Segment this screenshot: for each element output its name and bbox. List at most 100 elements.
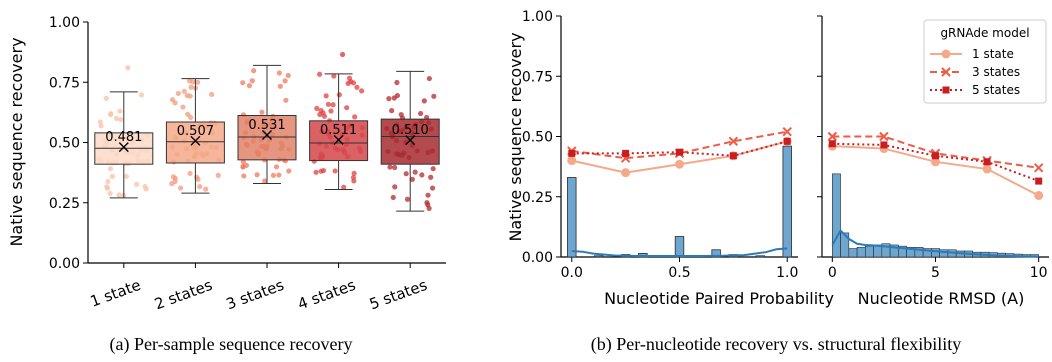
caption-b: (b) Per-nucleotide recovery vs. structur… <box>591 334 962 355</box>
histogram-bar <box>840 232 850 258</box>
data-point <box>389 108 395 114</box>
data-point <box>403 171 409 177</box>
data-point <box>103 95 109 101</box>
data-point <box>251 68 257 74</box>
series-line <box>571 130 788 160</box>
x-tick-label: 0.0 <box>561 265 583 281</box>
data-point <box>398 111 404 118</box>
data-point <box>195 79 201 85</box>
panel-b-left-x-axis-label: Nucleotide Paired Probability <box>604 289 834 308</box>
series-point <box>783 137 791 145</box>
mean-label: 0.481 <box>105 130 142 145</box>
histogram-bar <box>832 173 841 258</box>
data-point <box>262 178 268 184</box>
panel-b-right-x-axis-label: Nucleotide RMSD (A) <box>858 289 1025 308</box>
data-point <box>197 184 203 190</box>
data-point <box>390 194 396 201</box>
histogram-bar <box>856 247 866 258</box>
data-point <box>172 100 178 106</box>
data-point <box>178 185 184 191</box>
data-point <box>241 173 247 179</box>
data-point <box>184 92 190 99</box>
mean-marker <box>118 142 129 153</box>
box <box>237 115 297 161</box>
data-point <box>117 108 123 114</box>
data-point <box>320 110 326 116</box>
legend-label: 1 state <box>972 47 1014 61</box>
data-point <box>429 185 436 191</box>
data-point <box>425 192 431 198</box>
series-point <box>622 149 630 157</box>
mean-marker <box>190 135 201 146</box>
data-point <box>392 184 398 190</box>
series-point <box>676 148 683 156</box>
data-point <box>116 192 122 198</box>
data-point <box>240 80 246 86</box>
data-point <box>431 93 437 99</box>
histogram-bar <box>865 245 874 258</box>
y-tick-label: 0.00 <box>522 250 553 266</box>
data-point <box>105 178 111 185</box>
series-point <box>567 156 577 166</box>
data-point <box>276 70 282 76</box>
y-tick-label: 1.00 <box>49 15 80 31</box>
x-tick-label: 1.0 <box>776 265 798 281</box>
data-point <box>190 79 196 85</box>
data-point <box>113 115 120 122</box>
caption-a: (a) Per-sample sequence recovery <box>109 334 352 355</box>
y-tick-label: 0.50 <box>522 130 553 146</box>
data-point <box>109 173 115 179</box>
mean-label: 0.511 <box>320 123 357 138</box>
legend-title: gRNAde model <box>940 26 1029 40</box>
histogram-bar <box>711 249 721 258</box>
x-tick-label: 2 states <box>152 276 215 314</box>
data-point <box>98 123 104 129</box>
legend-marker <box>942 86 950 94</box>
series-line <box>571 140 788 157</box>
data-point <box>412 169 418 175</box>
data-point <box>282 78 288 84</box>
mean-marker <box>405 135 416 146</box>
x-tick-label: 1 state <box>88 276 143 311</box>
data-point <box>426 205 432 211</box>
data-point <box>104 184 110 190</box>
data-point <box>344 105 350 111</box>
data-point <box>392 164 398 171</box>
mean-label: 0.507 <box>177 124 214 139</box>
data-point <box>421 98 427 104</box>
data-point <box>314 105 320 111</box>
y-tick-label: 1.00 <box>522 9 553 25</box>
series-point <box>675 159 684 169</box>
outlier-point <box>125 65 131 71</box>
series-point <box>1034 191 1044 201</box>
data-point <box>175 90 181 97</box>
data-point <box>188 84 194 90</box>
data-point <box>417 110 424 117</box>
data-point <box>359 88 365 94</box>
y-tick-label: 0.50 <box>49 136 80 152</box>
x-tick-label: 4 states <box>295 276 358 314</box>
data-point <box>133 181 140 187</box>
data-point <box>352 114 358 120</box>
data-point <box>394 79 400 86</box>
series-point <box>879 131 889 142</box>
series-point <box>982 164 992 174</box>
data-point <box>203 186 209 192</box>
data-point <box>97 119 103 125</box>
series-point <box>621 168 631 178</box>
mean-marker <box>333 134 344 145</box>
data-point <box>424 199 430 206</box>
legend-frame <box>923 19 1047 104</box>
data-point <box>350 80 357 86</box>
x-tick-label: 5 states <box>367 276 430 314</box>
series-point <box>729 152 737 160</box>
data-point <box>188 114 194 121</box>
legend: gRNAde model 1 state 3 states 5 states <box>923 19 1047 104</box>
panel-b-rmsd-chart: 0 5 10 <box>817 15 1049 281</box>
mean-marker <box>262 130 272 141</box>
x-tick-label: 0.5 <box>668 265 690 281</box>
legend-label: 5 states <box>972 83 1020 97</box>
data-point <box>332 168 338 174</box>
data-point <box>323 93 329 99</box>
